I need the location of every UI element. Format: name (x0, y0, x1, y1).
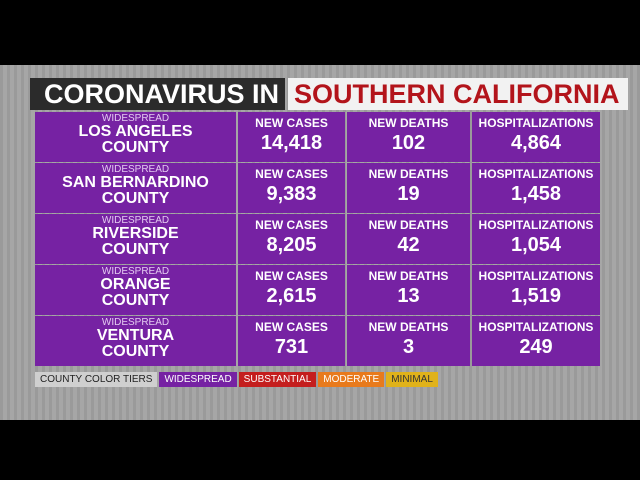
county-cell: WIDESPREAD LOS ANGELES COUNTY (35, 112, 236, 162)
table-row: WIDESPREAD VENTURA COUNTY NEW CASES 731 NEW D… (35, 316, 600, 366)
stat-value: 731 (274, 336, 309, 358)
stat-label: NEW CASES (255, 269, 328, 283)
stat-cell: NEW CASES 9,383 (238, 163, 345, 213)
county-name: LOS ANGELES (78, 123, 193, 140)
stat-value: 14,418 (260, 132, 323, 154)
stat-value: 1,519 (510, 285, 562, 307)
table-row: WIDESPREAD LOS ANGELES COUNTY NEW CASES 14,4… (35, 112, 600, 162)
county-name: COUNTY (101, 241, 170, 258)
stat-cell: NEW CASES 14,418 (238, 112, 345, 162)
stat-value: 13 (397, 285, 420, 307)
county-cell: WIDESPREAD RIVERSIDE COUNTY (35, 214, 236, 264)
stat-cell: HOSPITALIZATIONS 1,054 (472, 214, 600, 264)
county-name: COUNTY (101, 190, 170, 207)
stat-value: 2,615 (266, 285, 317, 307)
legend-item: MINIMAL (386, 372, 438, 387)
stat-value: 19 (397, 183, 420, 205)
stat-cell: NEW CASES 8,205 (238, 214, 345, 264)
stat-label: HOSPITALIZATIONS (478, 218, 594, 232)
stat-value: 102 (391, 132, 426, 154)
title-part: CORONAVIRUS IN (30, 78, 286, 110)
stat-label: NEW CASES (255, 218, 328, 232)
stat-cell: NEW DEATHS 3 (347, 316, 470, 366)
stat-cell: NEW CASES 731 (238, 316, 345, 366)
county-name: COUNTY (101, 139, 170, 156)
stat-cell: NEW DEATHS 13 (347, 265, 470, 315)
stat-label: NEW CASES (255, 320, 328, 334)
county-name: COUNTY (101, 292, 170, 309)
tier-label: WIDESPREAD (101, 215, 170, 226)
table-row: WIDESPREAD RIVERSIDE COUNTY NEW CASES 8,205 N… (35, 214, 600, 264)
stat-label: HOSPITALIZATIONS (478, 116, 594, 130)
stat-label: HOSPITALIZATIONS (478, 167, 594, 181)
graphic: CORONAVIRUS IN SOUTHERN CALIFORNIA COUNT… (0, 65, 640, 420)
title-bar: CORONAVIRUS IN SOUTHERN CALIFORNIA (30, 78, 628, 110)
county-cell: WIDESPREAD SAN BERNARDINO COUNTY (35, 163, 236, 213)
stat-cell: NEW CASES 2,615 (238, 265, 345, 315)
stat-label: NEW DEATHS (368, 218, 449, 232)
stat-cell: HOSPITALIZATIONS 1,519 (472, 265, 600, 315)
stat-cell: NEW DEATHS 19 (347, 163, 470, 213)
county-name: RIVERSIDE (92, 225, 179, 242)
table-row: WIDESPREAD ORANGE COUNTY NEW CASES 2,615 NEW … (35, 265, 600, 315)
stat-label: HOSPITALIZATIONS (478, 320, 594, 334)
stat-value: 8,205 (266, 234, 317, 256)
tier-label: WIDESPREAD (101, 266, 170, 277)
stat-label: NEW DEATHS (368, 269, 449, 283)
stat-value: 9,383 (266, 183, 317, 205)
tier-label: WIDESPREAD (101, 164, 170, 175)
county-name: SAN BERNARDINO (62, 174, 209, 191)
stat-value: 4,864 (510, 132, 562, 154)
stat-label: NEW DEATHS (368, 116, 449, 130)
stat-value: 249 (519, 336, 553, 358)
stat-cell: HOSPITALIZATIONS 249 (472, 316, 600, 366)
legend-item: MODERATE (318, 372, 385, 387)
stat-cell: HOSPITALIZATIONS 4,864 (472, 112, 600, 162)
legend-item: COUNTY COLOR TIERS (35, 372, 158, 387)
stat-label: HOSPITALIZATIONS (478, 269, 594, 283)
stat-label: NEW CASES (255, 116, 328, 130)
table-row: WIDESPREAD SAN BERNARDINO COUNTY NEW CASES 9… (35, 163, 600, 213)
county-name: VENTURA (96, 327, 175, 344)
tier-label: WIDESPREAD (101, 113, 170, 124)
stat-label: NEW CASES (255, 167, 328, 181)
legend-item: SUBSTANTIAL (238, 372, 317, 387)
stat-cell: HOSPITALIZATIONS 1,458 (472, 163, 600, 213)
stat-value: 1,458 (510, 183, 562, 205)
stat-cell: NEW DEATHS 102 (347, 112, 470, 162)
county-cell: WIDESPREAD ORANGE COUNTY (35, 265, 236, 315)
county-name: COUNTY (101, 343, 170, 360)
stat-value: 42 (397, 234, 420, 256)
stat-value: 3 (402, 336, 415, 358)
stat-value: 1,054 (510, 234, 562, 256)
legend: COUNTY COLOR TIERS WIDESPREAD SUBSTANTIAL M… (35, 372, 440, 387)
tier-label: WIDESPREAD (101, 317, 170, 328)
title-part: SOUTHERN CALIFORNIA (288, 78, 628, 110)
stat-cell: NEW DEATHS 42 (347, 214, 470, 264)
stat-label: NEW DEATHS (368, 167, 449, 181)
stat-label: NEW DEATHS (368, 320, 449, 334)
legend-item: WIDESPREAD (159, 372, 237, 387)
county-cell: WIDESPREAD VENTURA COUNTY (35, 316, 236, 366)
county-name: ORANGE (100, 276, 171, 293)
